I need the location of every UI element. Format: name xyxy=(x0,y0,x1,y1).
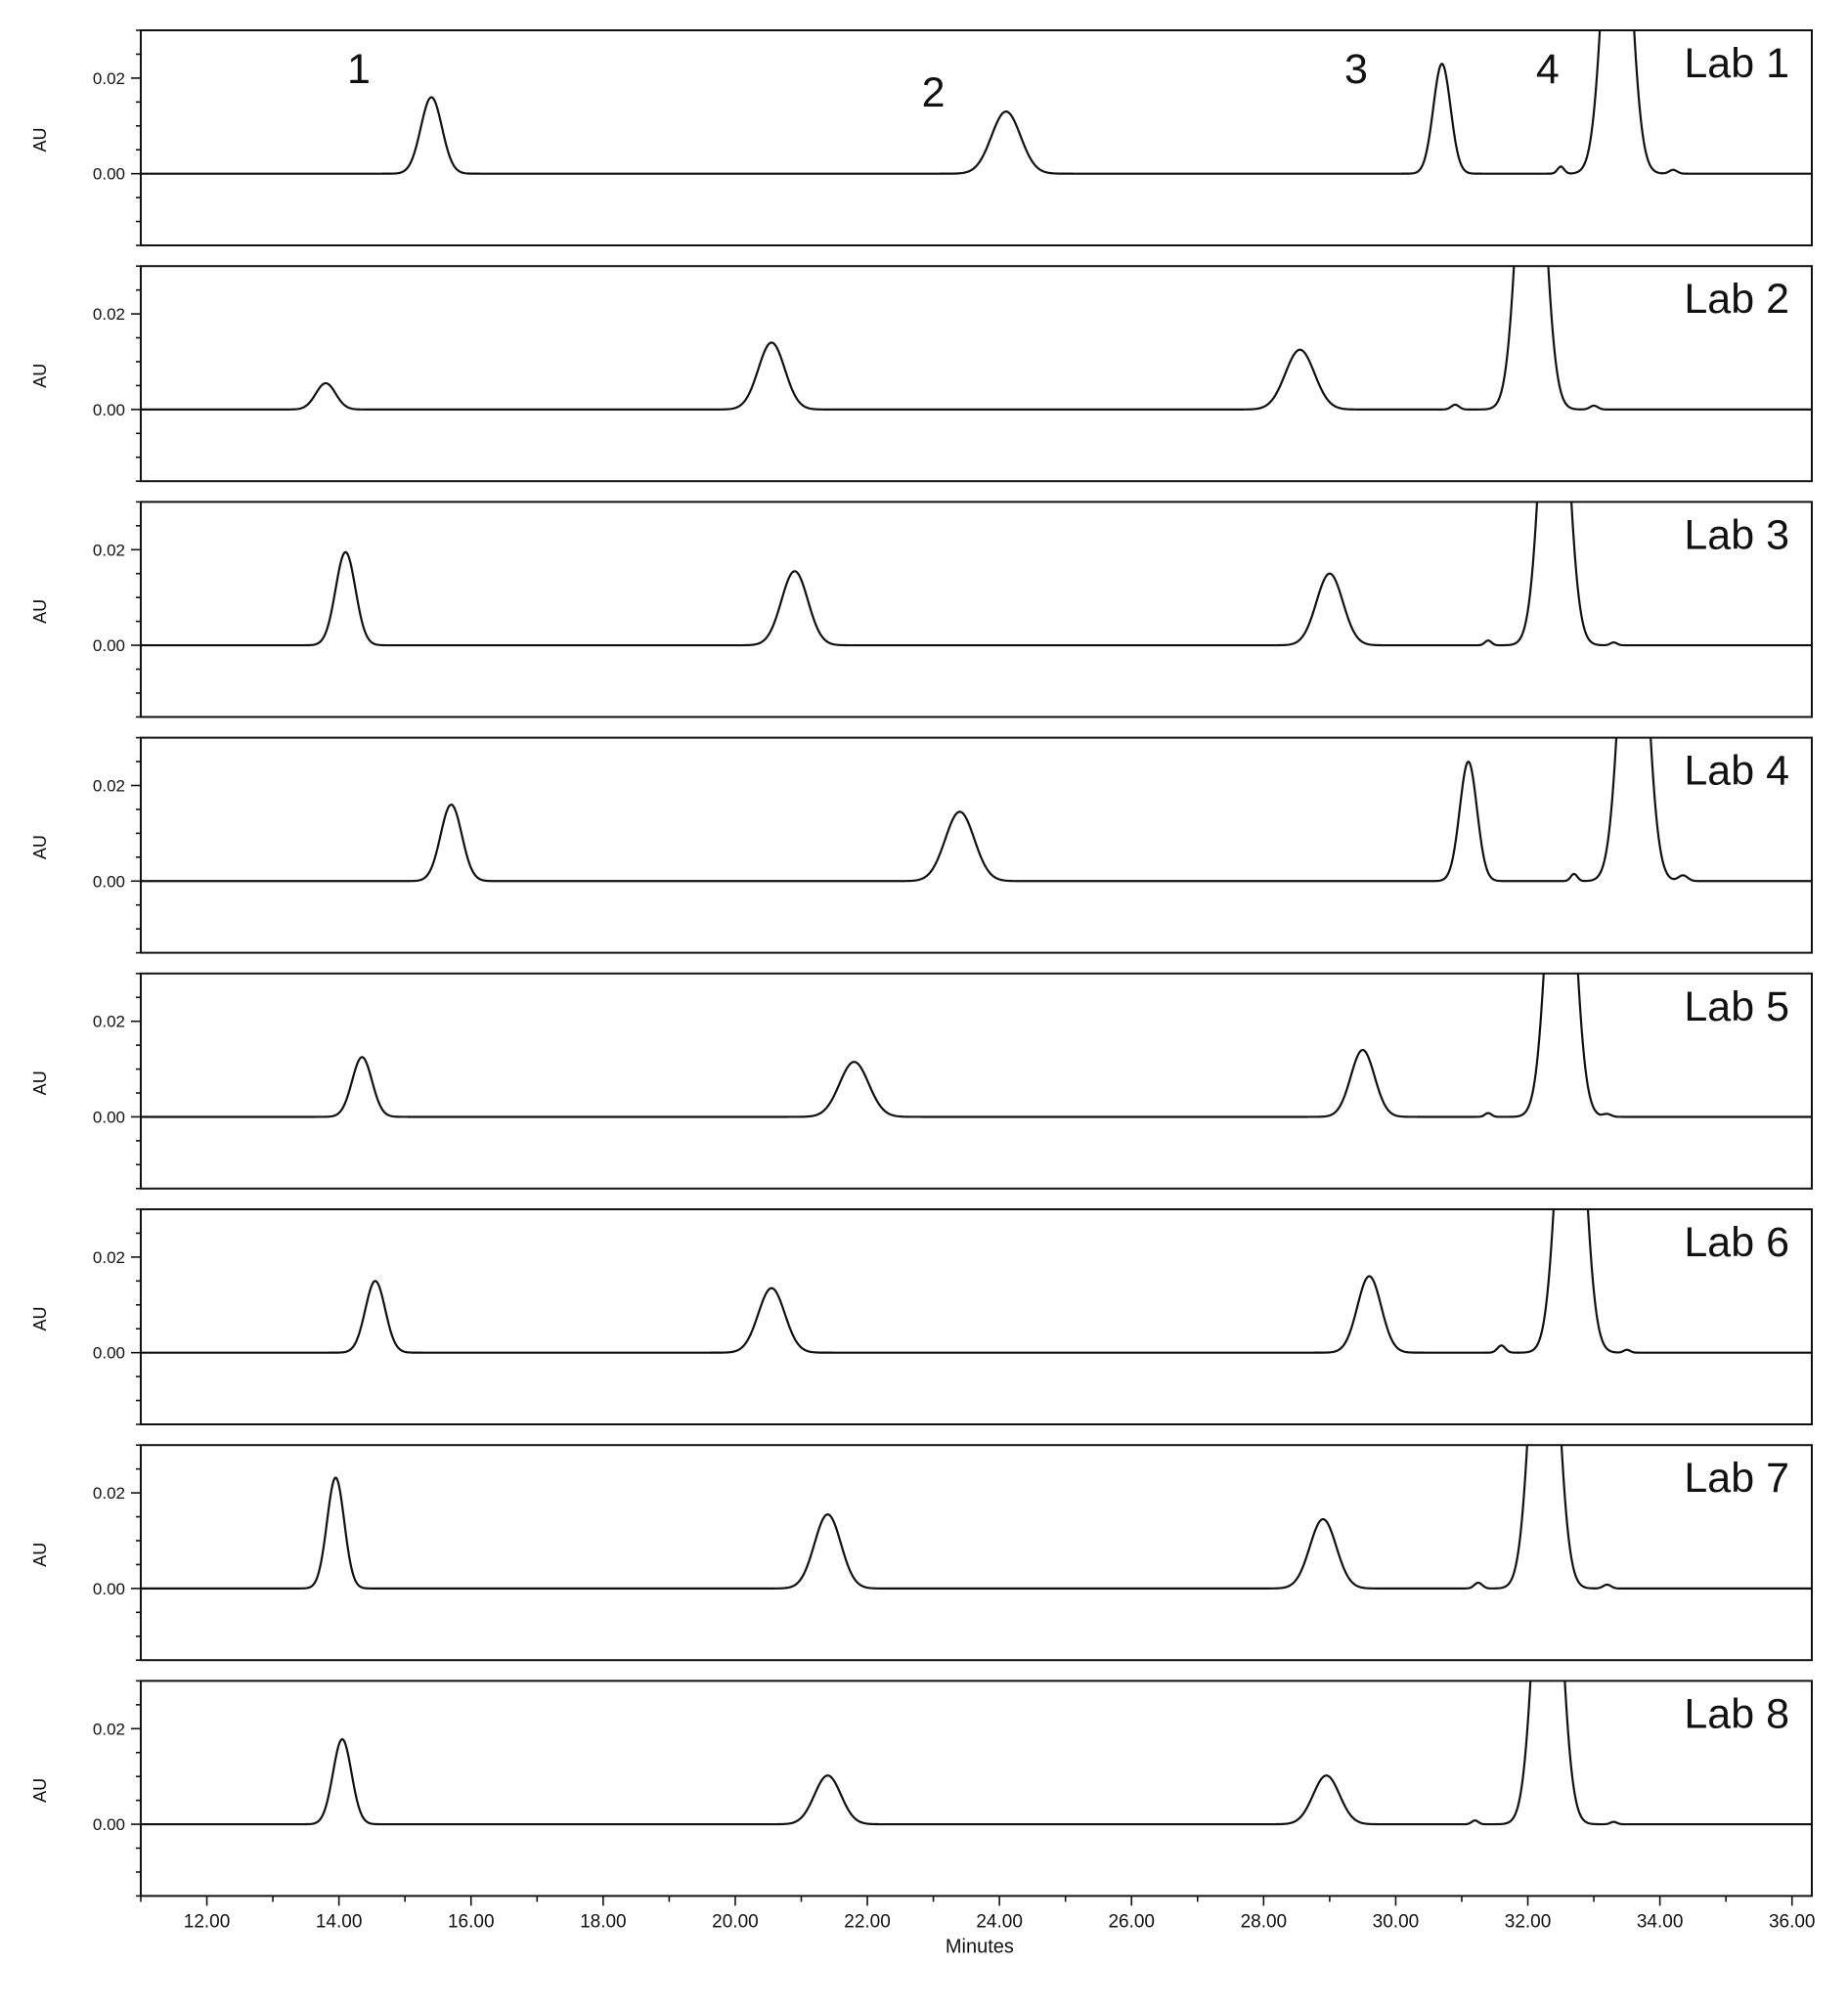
y-tick-label: 0.00 xyxy=(93,636,125,655)
peak-number-label: 4 xyxy=(1536,46,1560,93)
x-tick-label: 20.00 xyxy=(712,1911,759,1932)
chromatogram-trace xyxy=(141,502,1812,647)
peak-number-label: 1 xyxy=(347,46,371,93)
x-tick-label: 24.00 xyxy=(976,1911,1023,1932)
series-label: Lab 1 xyxy=(1684,40,1789,87)
x-tick-label: 28.00 xyxy=(1241,1911,1288,1932)
panel-frame xyxy=(140,265,1813,483)
chromatogram-trace xyxy=(141,266,1812,411)
y-tick-label: 0.02 xyxy=(93,1248,125,1267)
peak-number-label: 3 xyxy=(1344,46,1368,93)
series-label: Lab 3 xyxy=(1684,511,1789,558)
y-axis-label: AU xyxy=(30,364,50,388)
chart-panel-lab-4: 0.02 0.00 AU Lab 4 xyxy=(30,736,1813,954)
y-tick-label: 0.00 xyxy=(93,1580,125,1598)
y-axis-label: AU xyxy=(30,1306,50,1331)
y-tick-label: 0.00 xyxy=(93,401,125,419)
x-tick-label: 12.00 xyxy=(184,1911,231,1932)
y-tick-label: 0.02 xyxy=(93,1484,125,1503)
y-axis-label: AU xyxy=(30,127,50,152)
y-tick-label: 0.00 xyxy=(93,1344,125,1363)
y-axis-label: AU xyxy=(30,1070,50,1095)
panel-frame xyxy=(140,1208,1813,1425)
chart-panel-lab-3: 0.02 0.00 AU Lab 3 xyxy=(30,501,1813,719)
x-tick-label: 22.00 xyxy=(844,1911,891,1932)
y-axis-label: AU xyxy=(30,1778,50,1803)
x-tick-label: 34.00 xyxy=(1637,1911,1684,1932)
y-tick-label: 0.00 xyxy=(93,1108,125,1126)
x-tick-label: 36.00 xyxy=(1769,1911,1816,1932)
panel-frame xyxy=(140,501,1813,719)
chromatogram-trace xyxy=(141,1680,1812,1826)
panel-frame xyxy=(140,736,1813,954)
chart-panel-lab-7: 0.02 0.00 AU Lab 7 xyxy=(30,1444,1813,1662)
peak-number-label: 2 xyxy=(922,69,946,116)
series-label: Lab 2 xyxy=(1684,276,1789,323)
chart-panel-lab-5: 0.02 0.00 AU Lab 5 xyxy=(30,972,1813,1190)
chromatogram-trace xyxy=(141,973,1812,1118)
chart-panel-lab-8: 0.02 0.00 AU Lab 8 12.00 14.00 16.00 18.00 20.00… xyxy=(30,1680,1816,1957)
panel-frame xyxy=(140,29,1813,246)
panel-frame xyxy=(140,1680,1813,1898)
series-label: Lab 8 xyxy=(1684,1690,1789,1737)
y-axis-label: AU xyxy=(30,1543,50,1567)
y-axis-label: AU xyxy=(30,599,50,624)
y-tick-label: 0.00 xyxy=(93,165,125,184)
y-tick-label: 0.02 xyxy=(93,69,125,88)
x-tick-label: 30.00 xyxy=(1373,1911,1420,1932)
x-axis-label: Minutes xyxy=(946,1936,1014,1957)
chromatogram-trace xyxy=(141,1445,1812,1590)
chromatogram-trace xyxy=(141,30,1812,175)
chart-panel-lab-1: 0.02 0.00 AU Lab 1 1 2 3 4 xyxy=(30,29,1813,246)
y-axis-label: AU xyxy=(30,835,50,859)
series-label: Lab 4 xyxy=(1684,748,1789,795)
series-label: Lab 5 xyxy=(1684,983,1789,1030)
y-tick-label: 0.02 xyxy=(93,541,125,559)
x-tick-label: 26.00 xyxy=(1108,1911,1155,1932)
x-tick-label: 14.00 xyxy=(316,1911,363,1932)
series-label: Lab 6 xyxy=(1684,1219,1789,1266)
y-tick-label: 0.02 xyxy=(93,305,125,324)
chart-panel-lab-6: 0.02 0.00 AU Lab 6 xyxy=(30,1208,1813,1425)
y-tick-label: 0.02 xyxy=(93,1013,125,1031)
chart-panel-lab-2: 0.02 0.00 AU Lab 2 xyxy=(30,265,1813,483)
x-tick-label: 16.00 xyxy=(448,1911,495,1932)
y-tick-label: 0.02 xyxy=(93,1720,125,1738)
y-tick-label: 0.00 xyxy=(93,1815,125,1834)
y-tick-label: 0.02 xyxy=(93,776,125,795)
panel-frame xyxy=(140,972,1813,1190)
chromatogram-trace xyxy=(141,1209,1812,1354)
chromatogram-trace xyxy=(141,737,1812,883)
x-tick-label: 18.00 xyxy=(580,1911,627,1932)
panel-frame xyxy=(140,1444,1813,1662)
y-tick-label: 0.00 xyxy=(93,872,125,891)
series-label: Lab 7 xyxy=(1684,1455,1789,1502)
x-tick-label: 32.00 xyxy=(1505,1911,1552,1932)
